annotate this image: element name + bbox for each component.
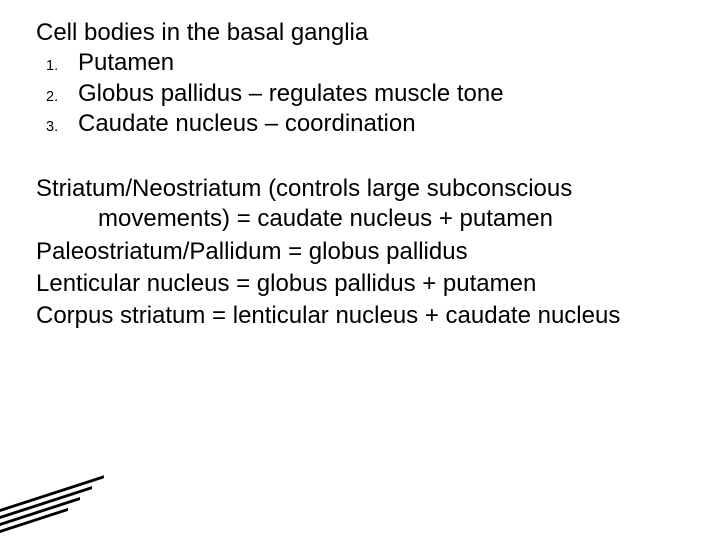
list-item: 2. Globus pallidus – regulates muscle to… [36,79,684,110]
section-cell-bodies: Cell bodies in the basal ganglia 1. Puta… [36,18,684,140]
list-cell-bodies: 1. Putamen 2. Globus pallidus – regulate… [36,48,684,140]
list-number: 1. [36,57,78,76]
definition-lenticular: Lenticular nucleus = globus pallidus + p… [36,269,684,299]
list-number: 3. [36,118,78,137]
list-number: 2. [36,88,78,107]
slide: Cell bodies in the basal ganglia 1. Puta… [0,0,720,540]
list-item: 1. Putamen [36,48,684,79]
corner-stripes-icon [0,494,120,540]
section-definitions: Striatum/Neostriatum (controls large sub… [36,174,684,331]
list-text: Caudate nucleus – coordination [78,109,416,140]
list-item: 3. Caudate nucleus – coordination [36,109,684,140]
definition-striatum: Striatum/Neostriatum (controls large sub… [36,174,684,234]
definition-paleostriatum: Paleostriatum/Pallidum = globus pallidus [36,237,684,267]
heading-cell-bodies: Cell bodies in the basal ganglia [36,18,684,48]
list-text: Putamen [78,48,174,79]
definition-corpus-striatum: Corpus striatum = lenticular nucleus + c… [36,301,684,331]
list-text: Globus pallidus – regulates muscle tone [78,79,504,110]
